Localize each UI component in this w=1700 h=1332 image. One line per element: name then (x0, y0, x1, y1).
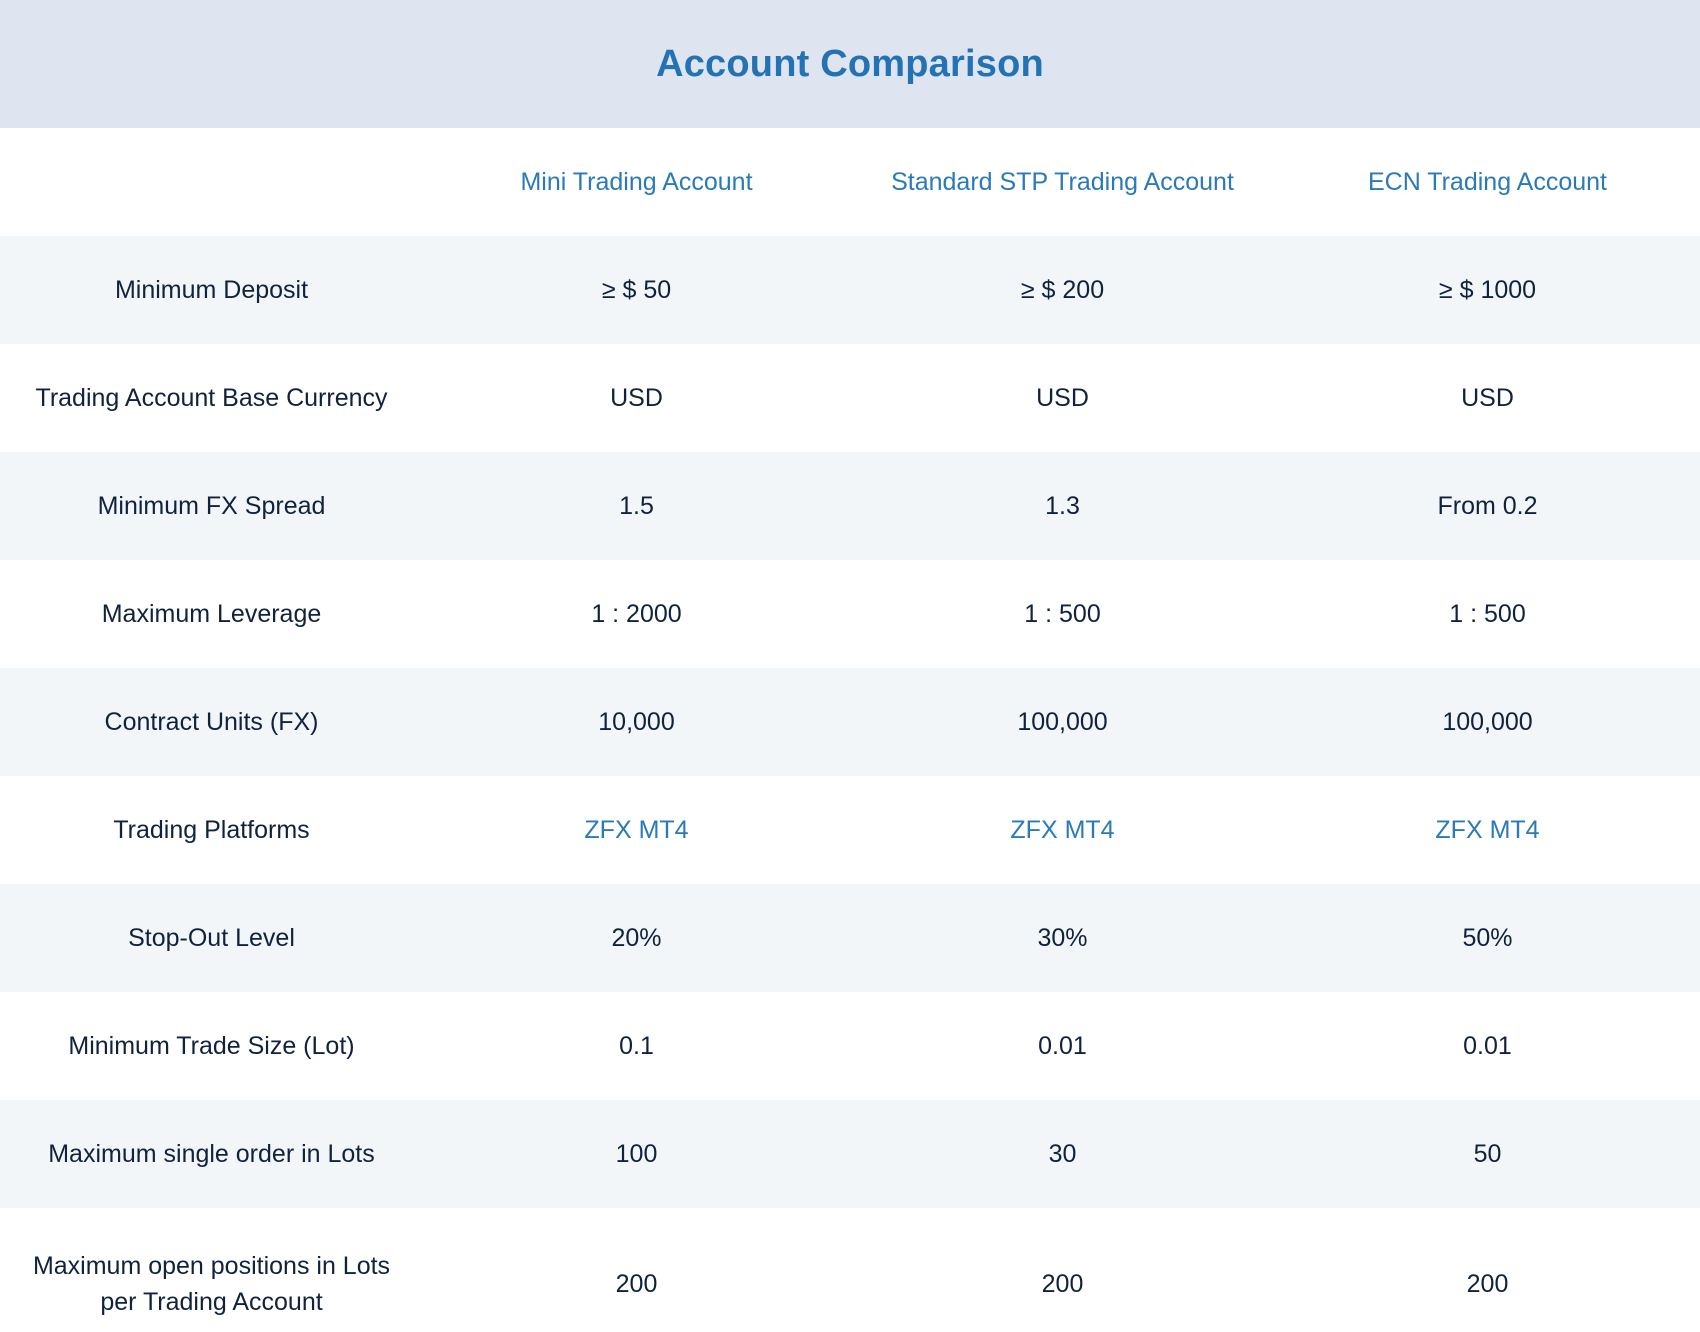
comparison-table: Mini Trading Account Standard STP Tradin… (0, 128, 1700, 1332)
cell-mini: 20% (611, 923, 662, 952)
cell-standard: 100,000 (1017, 707, 1108, 736)
table-row-maximum-open-positions: Maximum open positions in Lots per Tradi… (0, 1208, 1700, 1332)
cell-standard: 30% (1037, 923, 1088, 952)
row-label: Trading Platforms (113, 815, 310, 844)
cell-ecn: 50% (1462, 923, 1513, 952)
cell-mini: 1.5 (619, 491, 654, 520)
row-label: Maximum single order in Lots (48, 1139, 375, 1168)
header-mini-trading-account: Mini Trading Account (520, 167, 753, 196)
table-row-minimum-fx-spread: Minimum FX Spread 1.5 1.3 From 0.2 (0, 452, 1700, 560)
cell-mini: USD (610, 383, 663, 412)
page-title: Account Comparison (656, 42, 1044, 85)
table-row-maximum-leverage: Maximum Leverage 1 : 2000 1 : 500 1 : 50… (0, 560, 1700, 668)
row-label: Stop-Out Level (128, 923, 295, 952)
cell-standard: 30 (1048, 1139, 1077, 1168)
table-row-maximum-single-order: Maximum single order in Lots 100 30 50 (0, 1100, 1700, 1208)
cell-standard: 1 : 500 (1024, 599, 1101, 628)
row-label: Minimum Trade Size (Lot) (68, 1031, 355, 1060)
header-band: Account Comparison (0, 0, 1700, 128)
table-row-stop-out-level: Stop-Out Level 20% 30% 50% (0, 884, 1700, 992)
table-row-contract-units: Contract Units (FX) 10,000 100,000 100,0… (0, 668, 1700, 776)
zfx-mt4-link-ecn[interactable]: ZFX MT4 (1435, 815, 1540, 844)
cell-ecn: 100,000 (1442, 707, 1533, 736)
cell-standard: 1.3 (1045, 491, 1080, 520)
row-label: Minimum Deposit (114, 275, 309, 304)
cell-ecn: From 0.2 (1437, 491, 1538, 520)
cell-mini: ≥ $ 50 (601, 275, 672, 304)
table-row-minimum-trade-size: Minimum Trade Size (Lot) 0.1 0.01 0.01 (0, 992, 1700, 1100)
row-label: Minimum FX Spread (97, 491, 326, 520)
header-standard-stp-trading-account: Standard STP Trading Account (891, 167, 1234, 196)
cell-ecn: ≥ $ 1000 (1438, 275, 1537, 304)
cell-mini: 10,000 (598, 707, 675, 736)
header-ecn-trading-account: ECN Trading Account (1367, 167, 1607, 196)
table-header-row: Mini Trading Account Standard STP Tradin… (0, 128, 1700, 236)
table-row-base-currency: Trading Account Base Currency USD USD US… (0, 344, 1700, 452)
cell-ecn: 0.01 (1463, 1031, 1512, 1060)
row-label: Trading Account Base Currency (35, 383, 388, 412)
cell-ecn: 200 (1466, 1269, 1509, 1298)
cell-mini: 1 : 2000 (591, 599, 682, 628)
row-label: Maximum Leverage (101, 599, 322, 628)
cell-standard: USD (1036, 383, 1089, 412)
cell-ecn: 50 (1473, 1139, 1502, 1168)
cell-standard: ≥ $ 200 (1020, 275, 1105, 304)
cell-mini: 100 (615, 1139, 658, 1168)
cell-standard: 0.01 (1038, 1031, 1087, 1060)
cell-mini: 200 (615, 1269, 658, 1298)
cell-ecn: 1 : 500 (1449, 599, 1526, 628)
cell-ecn: USD (1461, 383, 1514, 412)
row-label: Contract Units (FX) (104, 707, 319, 736)
zfx-mt4-link-standard[interactable]: ZFX MT4 (1010, 815, 1115, 844)
zfx-mt4-link-mini[interactable]: ZFX MT4 (584, 815, 689, 844)
table-row-minimum-deposit: Minimum Deposit ≥ $ 50 ≥ $ 200 ≥ $ 1000 (0, 236, 1700, 344)
cell-standard: 200 (1041, 1269, 1084, 1298)
table-row-trading-platforms: Trading Platforms ZFX MT4 ZFX MT4 ZFX MT… (0, 776, 1700, 884)
cell-mini: 0.1 (619, 1031, 654, 1060)
row-label: Maximum open positions in Lots per Tradi… (32, 1251, 391, 1316)
